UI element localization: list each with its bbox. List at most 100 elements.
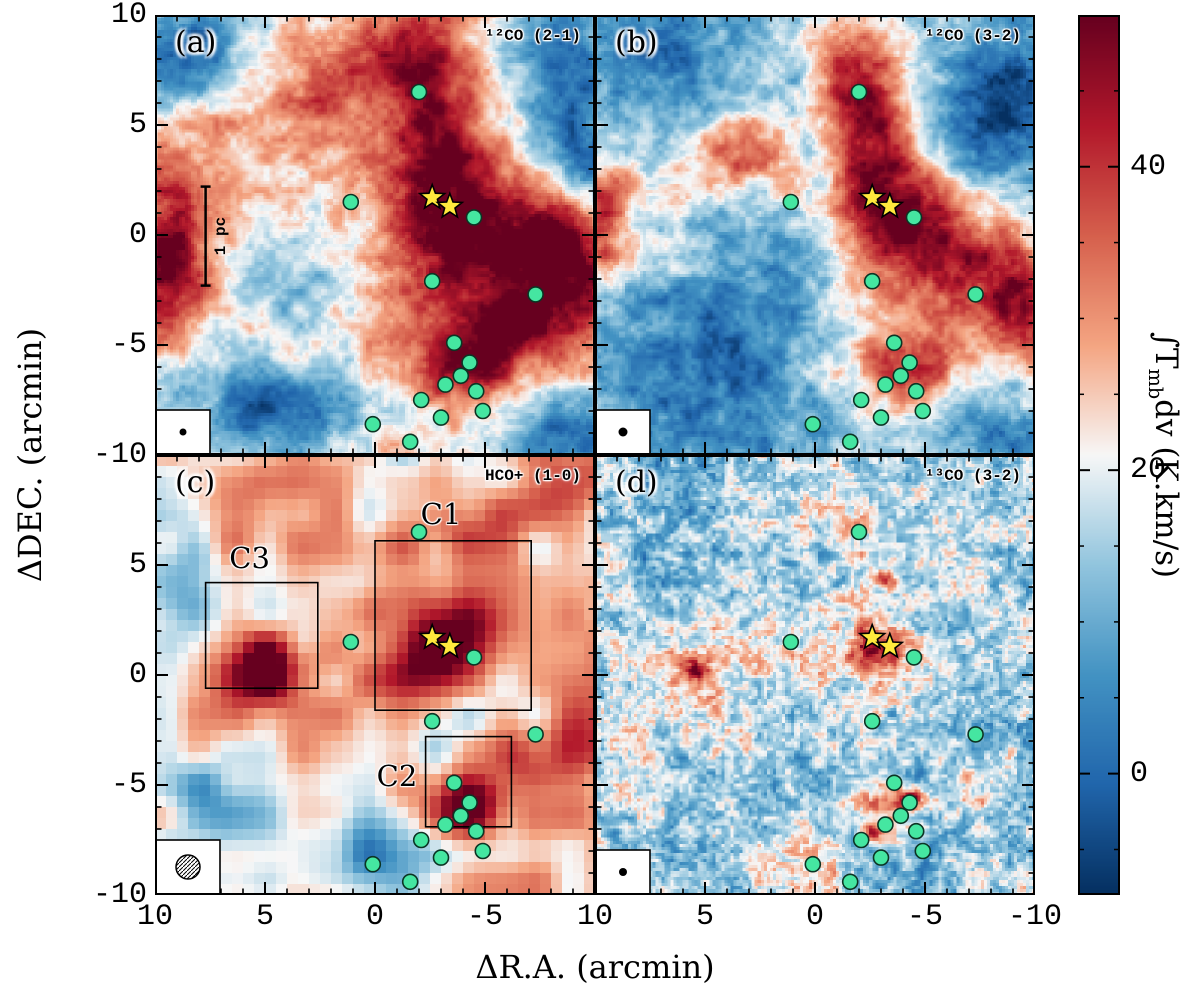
source-marker	[914, 402, 932, 420]
source-marker	[423, 712, 441, 730]
colorbar	[1078, 15, 1120, 895]
region-box-C3	[204, 581, 319, 689]
source-marker	[863, 272, 881, 290]
colorbar-tick-label: 0	[1130, 756, 1149, 791]
y-axis-label: ΔDEC. (arcmin)	[11, 327, 49, 583]
star-marker	[875, 191, 905, 219]
source-marker	[465, 209, 483, 226]
x-tick-label: 0	[365, 900, 385, 934]
source-marker	[877, 376, 894, 393]
colorbar-gradient	[1078, 15, 1120, 895]
y-tick-label: 10	[110, 0, 147, 32]
x-tick-label: 5	[255, 900, 275, 934]
beam-ellipse	[179, 428, 187, 436]
panel-d-letter: (d)	[615, 465, 658, 500]
source-marker	[527, 286, 544, 303]
region-label-C3: C3	[229, 541, 270, 576]
x-tick-label: 10	[136, 900, 174, 934]
x-axis-label: ΔR.A. (arcmin)	[475, 948, 715, 986]
source-marker	[804, 855, 822, 873]
source-marker	[412, 831, 430, 849]
source-marker	[401, 433, 419, 451]
source-marker	[432, 409, 450, 426]
colorbar-label-sub: mb	[1143, 368, 1167, 400]
source-marker	[423, 272, 441, 290]
beam-ellipse	[619, 868, 627, 876]
star-marker	[435, 191, 465, 219]
source-marker	[782, 633, 800, 651]
source-marker	[461, 354, 478, 371]
y-tick-label: -10	[92, 438, 147, 472]
y-tick-label: 0	[128, 218, 147, 252]
source-marker	[885, 334, 903, 352]
region-box-C1	[374, 540, 532, 711]
source-marker	[432, 849, 450, 866]
source-marker	[905, 649, 923, 666]
source-marker	[850, 523, 868, 541]
panel-b-line-label: ¹²CO (3-2)	[924, 27, 1021, 45]
source-marker	[877, 816, 894, 833]
source-marker	[437, 376, 454, 393]
beam-ellipse	[175, 854, 201, 880]
source-marker	[872, 849, 890, 866]
panel-a-heatmap	[155, 15, 595, 455]
x-tick-label: 10	[576, 900, 614, 934]
source-marker	[852, 391, 870, 409]
x-tick-label: -5	[466, 900, 504, 934]
source-marker	[885, 774, 903, 792]
colorbar-label-pre: ∫T	[1148, 331, 1185, 369]
source-marker	[914, 842, 932, 860]
source-marker	[782, 193, 800, 211]
source-marker	[410, 83, 428, 101]
y-tick-label: 5	[128, 108, 147, 142]
scale-bar-label: 1 pc	[212, 216, 230, 256]
panel-b-letter: (b)	[615, 25, 658, 60]
source-marker	[907, 822, 925, 840]
source-marker	[907, 382, 925, 400]
source-marker	[342, 193, 360, 211]
y-tick-label: 5	[128, 548, 147, 582]
y-tick-label: -10	[92, 878, 147, 912]
panel-d-line-label: ¹³CO (3-2)	[924, 467, 1021, 485]
source-marker	[841, 873, 859, 891]
panel-d-heatmap	[595, 455, 1035, 895]
panel-a-overlay	[155, 15, 595, 455]
star-marker	[435, 631, 465, 659]
star-marker	[417, 622, 447, 650]
region-box-C2	[424, 735, 513, 828]
source-marker	[892, 367, 910, 385]
panel-a: (a) ¹²CO (2-1) 1 pc	[155, 15, 595, 455]
source-marker	[850, 83, 868, 101]
source-marker	[474, 402, 492, 420]
source-marker	[804, 415, 822, 433]
colorbar-label-post: dv (K.km/s)	[1148, 399, 1185, 579]
source-marker	[892, 807, 910, 825]
source-marker	[452, 367, 470, 385]
source-marker	[901, 794, 918, 811]
beam-ellipse	[618, 427, 628, 437]
source-marker	[863, 712, 881, 730]
panel-b-heatmap	[595, 15, 1035, 455]
panel-c-line-label: HCO+ (1-0)	[484, 467, 581, 485]
source-marker	[467, 822, 485, 840]
y-tick-label: -5	[110, 768, 147, 802]
source-marker	[967, 726, 984, 743]
colorbar-tick-label: 20	[1130, 453, 1167, 488]
source-marker	[364, 415, 382, 433]
source-marker	[445, 334, 463, 352]
region-label-C1: C1	[420, 497, 462, 532]
panel-c-letter: (c)	[175, 465, 216, 500]
source-marker	[852, 831, 870, 849]
source-marker	[461, 794, 478, 811]
y-tick-label: -5	[110, 328, 147, 362]
panel-a-line-label: ¹²CO (2-1)	[484, 27, 581, 45]
x-tick-label: 0	[805, 900, 825, 934]
source-marker	[401, 873, 419, 891]
source-marker	[905, 209, 923, 226]
panel-a-letter: (a)	[175, 25, 217, 60]
x-tick-label: 5	[695, 900, 715, 934]
star-marker	[857, 622, 887, 650]
x-tick-label: -5	[906, 900, 944, 934]
source-marker	[437, 816, 454, 833]
